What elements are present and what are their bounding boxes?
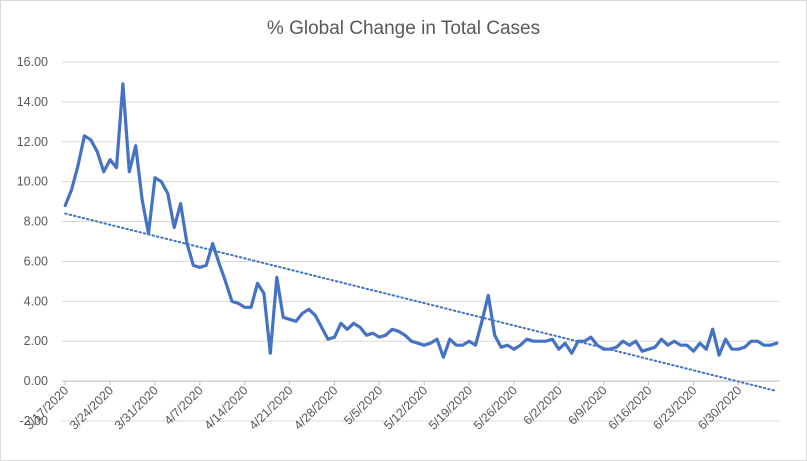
x-tick-label: 6/16/2020 <box>605 383 654 432</box>
y-tick-label: 10.00 <box>17 175 48 189</box>
x-tick-label: 3/31/2020 <box>112 383 161 432</box>
x-tick-label: 5/26/2020 <box>471 383 520 432</box>
series-group <box>63 82 779 359</box>
y-tick-label: 16.00 <box>17 55 48 69</box>
x-tick-label: 3/24/2020 <box>67 383 116 432</box>
chart-title: % Global Change in Total Cases <box>266 18 541 39</box>
series-line <box>63 82 779 359</box>
gridlines <box>62 61 780 422</box>
x-tick-label: 4/14/2020 <box>202 383 251 432</box>
x-tick-label: 6/23/2020 <box>650 383 699 432</box>
x-tick-label: 5/19/2020 <box>426 383 475 432</box>
y-tick-label: 8.00 <box>24 215 48 229</box>
y-tick-label: -2.00 <box>20 414 49 428</box>
y-tick-label: 14.00 <box>17 95 48 109</box>
y-tick-label: 4.00 <box>24 294 48 308</box>
x-tick-label: 4/21/2020 <box>246 383 295 432</box>
x-tick-label: 4/28/2020 <box>291 383 340 432</box>
y-tick-label: 6.00 <box>24 254 48 268</box>
x-tick-label: 5/12/2020 <box>381 383 430 432</box>
trendline <box>64 212 778 393</box>
y-axis-ticks: 16.00 14.00 12.00 10.00 8.00 6.00 4.00 2.00 0.00… <box>17 55 48 428</box>
trendline-group <box>64 212 778 393</box>
y-tick-label: 12.00 <box>17 135 48 149</box>
y-tick-label: 0.00 <box>24 374 48 388</box>
y-tick-label: 2.00 <box>24 334 48 348</box>
x-tick-label: 6/30/2020 <box>695 383 744 432</box>
